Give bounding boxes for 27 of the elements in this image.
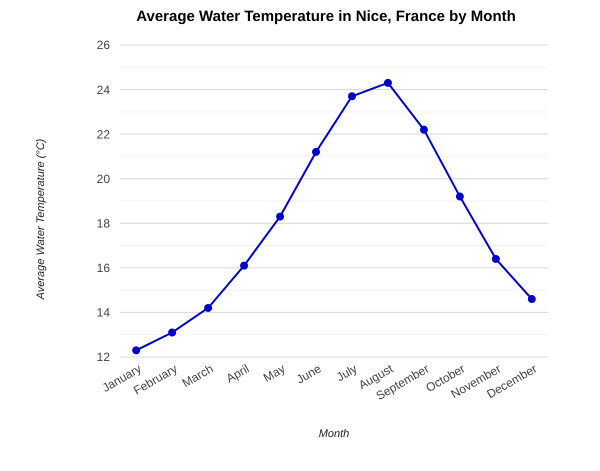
y-tick-label: 20 <box>96 172 110 186</box>
y-tick-label: 22 <box>96 127 110 142</box>
y-tick-label: 14 <box>96 306 110 320</box>
point <box>276 212 284 221</box>
point <box>204 304 212 312</box>
point <box>132 346 140 354</box>
chart-title: Average Water Temperature in Nice, France by Month <box>136 8 516 25</box>
point <box>312 148 320 156</box>
point <box>384 78 392 87</box>
x-tick-label: May <box>260 361 288 385</box>
point <box>240 262 248 270</box>
y-tick-label: 12 <box>96 350 110 364</box>
x-tick-label: July <box>334 361 360 384</box>
x-tick-label: April <box>224 361 252 386</box>
y-tick-label: 18 <box>96 216 110 230</box>
point <box>168 328 176 336</box>
point <box>348 92 356 100</box>
y-axis-title: Average Water Temperature (°C) <box>35 138 47 300</box>
point <box>492 254 500 263</box>
y-tick-label: 24 <box>96 82 110 97</box>
point <box>420 126 428 134</box>
x-axis-title: Month <box>318 428 350 440</box>
y-tick-label: 16 <box>96 261 110 276</box>
y-tick-label: 26 <box>96 38 110 52</box>
point <box>528 295 536 304</box>
x-tick-label: June <box>294 361 324 387</box>
point <box>456 192 464 201</box>
